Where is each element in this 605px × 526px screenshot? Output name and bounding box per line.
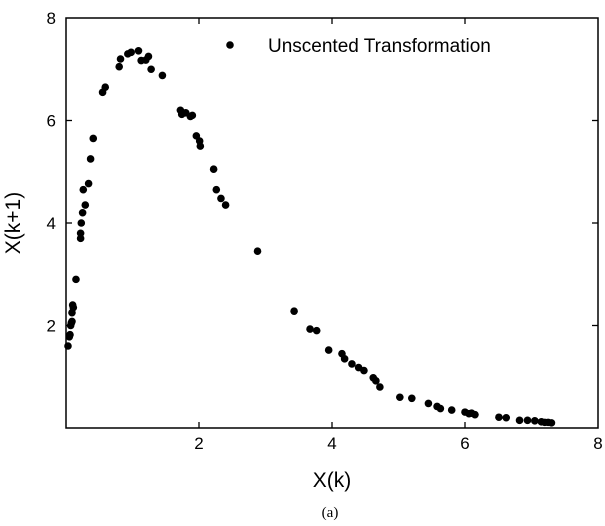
data-point — [424, 399, 433, 408]
data-point — [86, 155, 95, 163]
y-axis-label: X(k+1) — [2, 192, 25, 254]
data-point — [81, 201, 90, 209]
data-point — [78, 208, 87, 217]
figure-caption: (a) — [322, 505, 339, 521]
data-point — [196, 142, 205, 150]
x-tick-label: 2 — [194, 434, 203, 453]
x-axis-label: X(k) — [313, 469, 352, 492]
legend-marker — [226, 41, 234, 49]
data-point — [69, 303, 78, 312]
data-point — [79, 185, 88, 194]
axis-ticks: 2 4 6 8 2 4 6 8 — [47, 9, 603, 453]
data-point — [144, 52, 153, 61]
data-point — [209, 165, 218, 173]
data-point — [253, 247, 262, 255]
data-point — [502, 413, 511, 422]
data-point — [64, 342, 72, 350]
data-point — [158, 71, 167, 80]
data-point — [324, 346, 333, 354]
data-point — [471, 410, 479, 419]
data-point — [101, 83, 110, 91]
data-point — [72, 275, 80, 284]
data-point — [221, 201, 230, 209]
data-point — [547, 419, 556, 427]
data-point — [66, 330, 74, 339]
legend-label: Unscented Transformation — [268, 36, 491, 57]
data-point — [408, 394, 416, 403]
data-point — [89, 134, 98, 143]
data-points — [64, 47, 556, 427]
data-point — [396, 393, 404, 402]
data-point — [147, 65, 155, 74]
x-tick-label: 4 — [327, 434, 336, 453]
data-point — [134, 47, 143, 55]
data-point — [84, 179, 93, 188]
data-point — [495, 413, 503, 422]
data-point — [115, 62, 123, 71]
data-point — [376, 383, 384, 391]
legend: Unscented Transformation — [226, 36, 491, 57]
y-tick-label: 8 — [47, 9, 56, 28]
data-point — [127, 48, 135, 57]
data-point — [348, 360, 356, 368]
data-point — [436, 404, 445, 413]
data-point — [306, 325, 314, 333]
data-point — [340, 355, 349, 363]
data-point — [372, 377, 380, 385]
data-point — [76, 229, 85, 238]
x-tick-label: 8 — [593, 434, 602, 453]
data-point — [116, 55, 125, 63]
y-tick-label: 6 — [47, 112, 56, 131]
data-point — [515, 416, 524, 425]
data-point — [523, 416, 532, 425]
y-tick-label: 2 — [47, 317, 56, 336]
data-point — [77, 219, 86, 227]
y-tick-label: 4 — [47, 214, 56, 233]
plot-frame — [65, 17, 599, 429]
data-point — [68, 317, 76, 326]
data-point — [312, 326, 321, 335]
data-point — [290, 307, 298, 315]
data-point — [217, 194, 225, 203]
data-point — [447, 406, 456, 414]
data-point — [360, 366, 368, 375]
data-point — [531, 417, 539, 425]
data-point — [188, 111, 197, 120]
data-point — [212, 185, 221, 194]
x-tick-label: 6 — [460, 434, 469, 453]
